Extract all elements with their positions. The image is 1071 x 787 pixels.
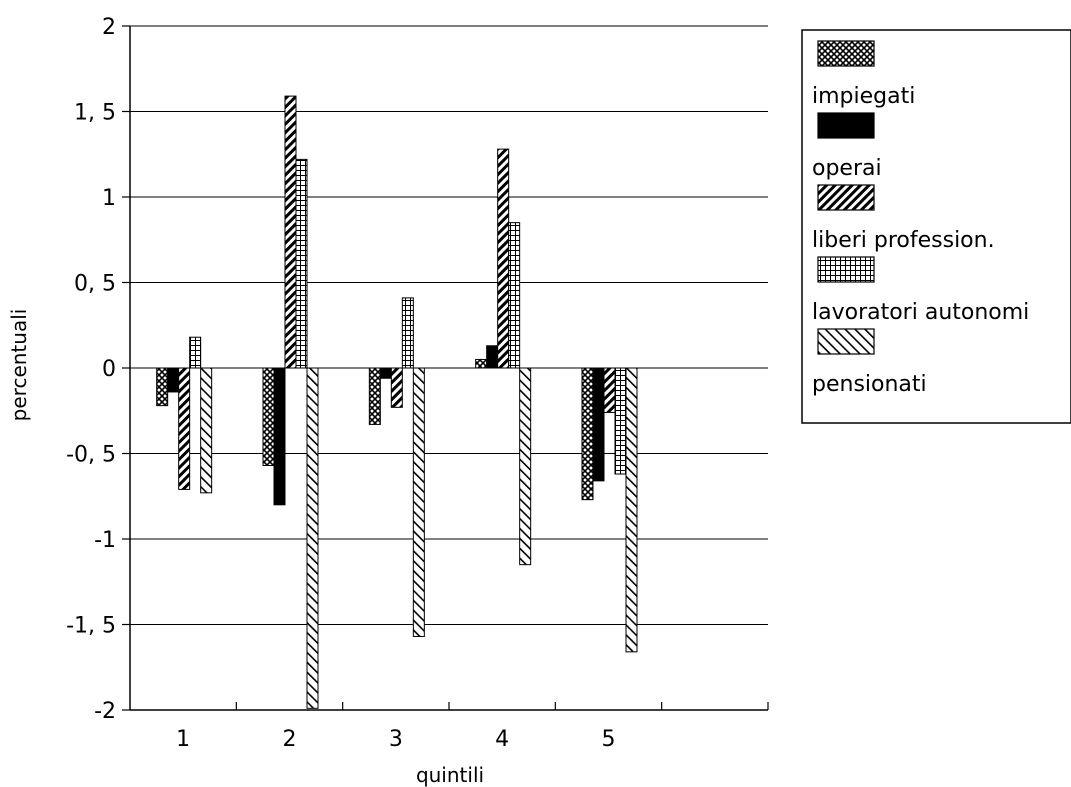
bar-crosshatch — [263, 368, 274, 465]
legend: impiegati operai liberi profession. lavorat… — [802, 30, 1071, 423]
x-tick-label: 4 — [495, 727, 509, 752]
bar-diagonal-dense — [285, 96, 296, 368]
x-tick-label: 2 — [283, 727, 297, 752]
y-tick-label: 1, 5 — [74, 101, 116, 126]
bar-crosshatch — [157, 368, 168, 406]
bar-diagonal-dense — [498, 149, 509, 368]
legend-label: impiegati — [812, 84, 915, 109]
legend-swatch — [818, 41, 874, 66]
x-tick-label: 5 — [602, 727, 616, 752]
gridlines — [130, 26, 768, 710]
y-tick-label: 1 — [102, 186, 116, 211]
y-tick-label: 0, 5 — [74, 272, 116, 297]
y-tick-label: -2 — [94, 699, 116, 724]
bar-diagonal-dense — [604, 368, 615, 412]
bar-diagonal — [201, 368, 212, 493]
bar-diagonal-dense — [179, 368, 190, 489]
bars — [157, 96, 637, 708]
y-tick-label: -1, 5 — [66, 614, 116, 639]
y-tick-label: 0 — [102, 357, 116, 382]
bar-solid — [593, 368, 604, 481]
y-tick-label: -0, 5 — [66, 443, 116, 468]
bar-grid — [402, 298, 413, 368]
x-tick-label: 3 — [389, 727, 403, 752]
bar-diagonal — [413, 368, 424, 636]
bar-diagonal — [307, 368, 318, 708]
x-tick-label: 1 — [176, 727, 190, 752]
bar-solid — [168, 368, 179, 392]
bar-crosshatch — [369, 368, 380, 424]
x-axis-title: quintili — [416, 763, 484, 787]
legend-label: lavoratori autonomi — [812, 300, 1029, 325]
legend-swatch — [818, 113, 874, 138]
legend-swatch — [818, 185, 874, 210]
legend-label: pensionati — [812, 372, 927, 397]
y-tick-label: 2 — [102, 15, 116, 40]
y-axis-title: percentuali — [7, 309, 31, 422]
bar-grid — [296, 159, 307, 368]
bar-diagonal — [626, 368, 637, 652]
bar-solid — [380, 368, 391, 378]
bar-grid — [190, 337, 201, 368]
bar-diagonal — [520, 368, 531, 565]
y-axis-ticks: 2 1, 5 1 0, 5 0 -0, 5 -1 -1, 5 -2 — [66, 15, 130, 724]
bar-crosshatch — [582, 368, 593, 500]
y-tick-label: -1 — [94, 528, 116, 553]
bar-grid — [615, 368, 626, 474]
bar-solid — [274, 368, 285, 505]
legend-label: operai — [812, 156, 882, 181]
bar-solid — [487, 346, 498, 368]
legend-label: liberi profession. — [812, 228, 995, 253]
bar-grid — [509, 223, 520, 368]
bar-diagonal-dense — [391, 368, 402, 407]
legend-swatch — [818, 257, 874, 282]
bar-crosshatch — [476, 359, 487, 368]
legend-swatch — [818, 329, 874, 354]
